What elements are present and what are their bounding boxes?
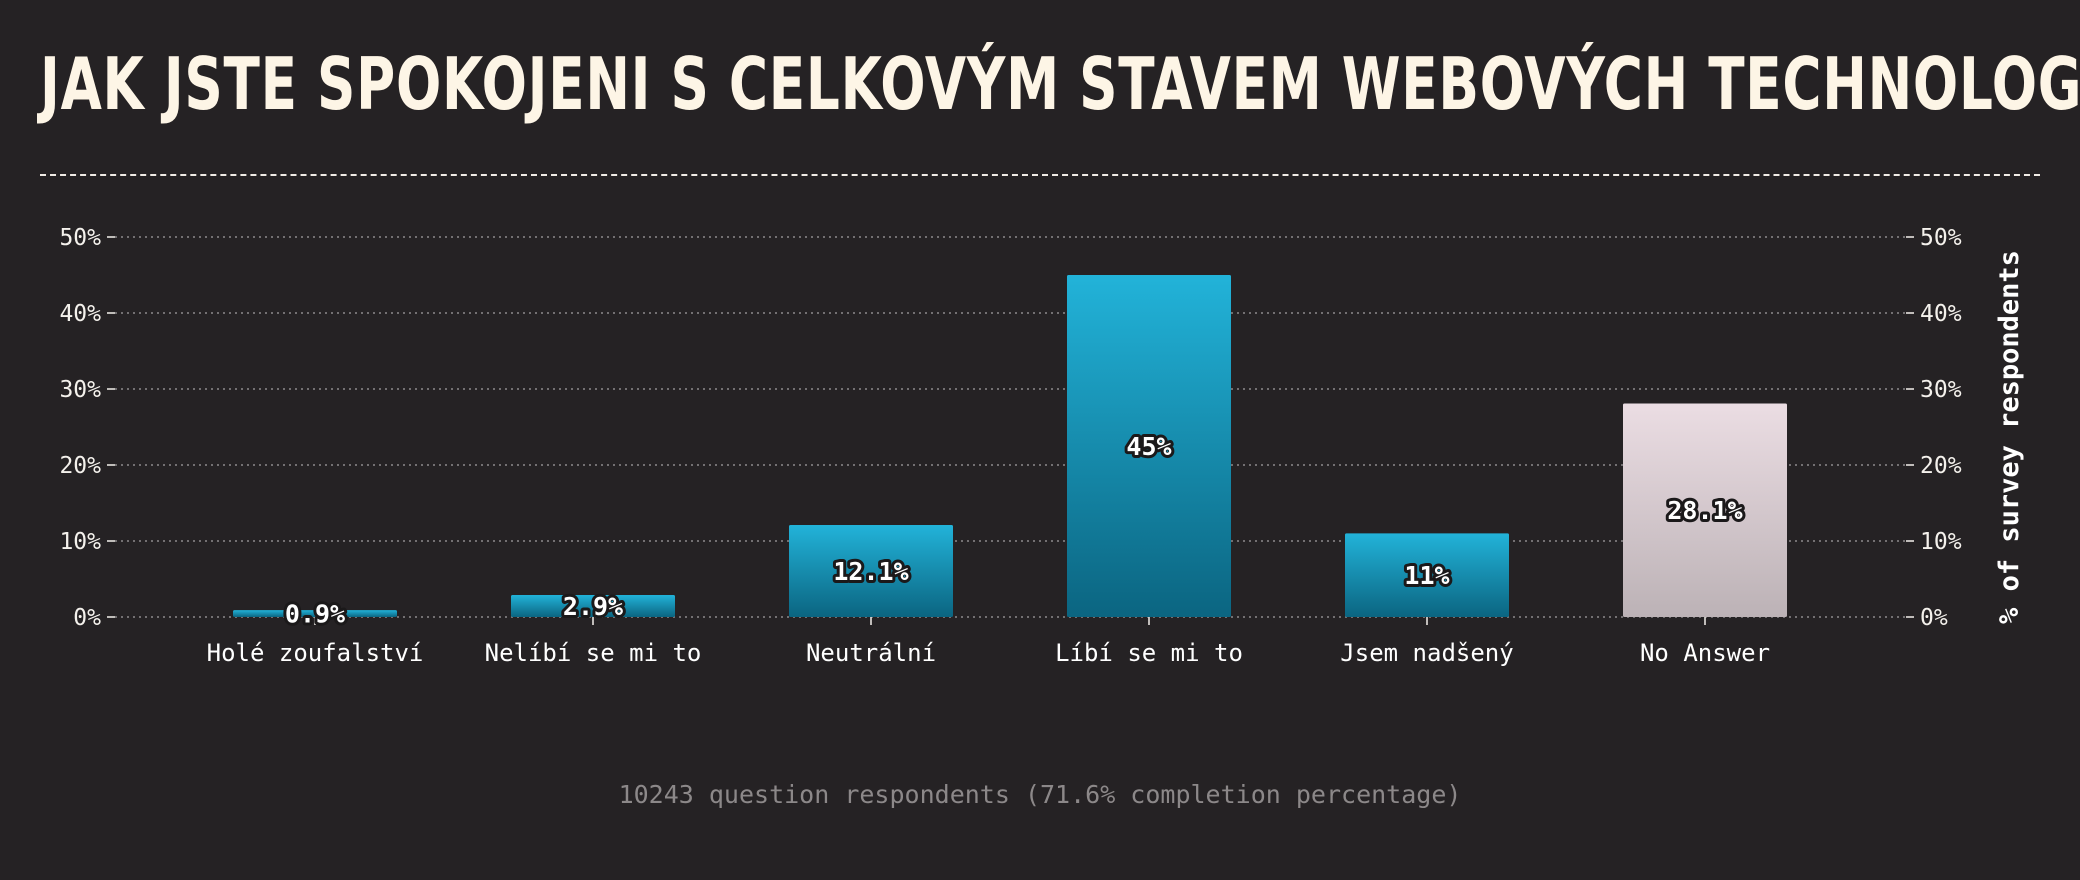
value-label: 45% [1126, 432, 1171, 461]
bar[interactable] [1345, 533, 1509, 617]
value-label: 12.1% [833, 557, 908, 586]
value-labels: 0.9% 2.9% 12.1% 45% 11% 28.1% [282, 429, 1746, 632]
value-label: 2.9% [563, 592, 623, 621]
bar[interactable] [511, 594, 675, 617]
category-label: No Answer [1640, 639, 1770, 667]
value-label: 0.9% [285, 600, 345, 629]
category-label: Líbí se mi to [1055, 639, 1243, 667]
y-tick-label-right: 0% [1920, 605, 1948, 631]
y-tick-label-left: 20% [59, 453, 101, 479]
category-label: Jsem nadšený [1340, 639, 1513, 667]
bar-chart: 0% 10% 20% 30% 40% 50% 0% 10% 20% 30% 40% 50% Holé… [59, 225, 2025, 667]
y-tick-label-right: 20% [1920, 453, 1962, 479]
bar[interactable] [789, 525, 953, 617]
bar[interactable] [233, 610, 397, 617]
category-label: Nelíbí se mi to [485, 639, 702, 667]
y-tick-label-right: 10% [1920, 529, 1962, 555]
y-tick-label-right: 30% [1920, 377, 1962, 403]
respondents-footer: 10243 question respondents (71.6% comple… [618, 780, 1462, 809]
value-label: 11% [1404, 561, 1449, 590]
y-tick-label-left: 10% [59, 529, 101, 555]
bars [233, 275, 1787, 617]
y-tick-label-right: 50% [1920, 225, 1962, 251]
grid-lines [115, 236, 1906, 618]
bar-no-answer[interactable] [1623, 403, 1787, 617]
chart-title: JAK JSTE SPOKOJENI S CELKOVÝM STAVEM WEB… [40, 42, 2080, 126]
category-label: Holé zoufalství [207, 639, 424, 667]
y-axis-left: 0% 10% 20% 30% 40% 50% [59, 225, 115, 631]
value-label: 28.1% [1667, 496, 1742, 525]
y-tick-label-left: 0% [73, 605, 101, 631]
y-tick-label-left: 30% [59, 377, 101, 403]
y-axis-right: 0% 10% 20% 30% 40% 50% [1906, 225, 1962, 631]
bar[interactable] [1067, 275, 1231, 617]
x-axis: Holé zoufalství Nelíbí se mi to Neutrální L… [207, 617, 1770, 667]
y-tick-label-right: 40% [1920, 301, 1962, 327]
y-tick-label-left: 40% [59, 301, 101, 327]
category-label: Neutrální [806, 639, 936, 667]
title-divider [40, 174, 2040, 176]
y-tick-label-left: 50% [59, 225, 101, 251]
y-axis-title: % of survey respondents [1994, 250, 2025, 624]
